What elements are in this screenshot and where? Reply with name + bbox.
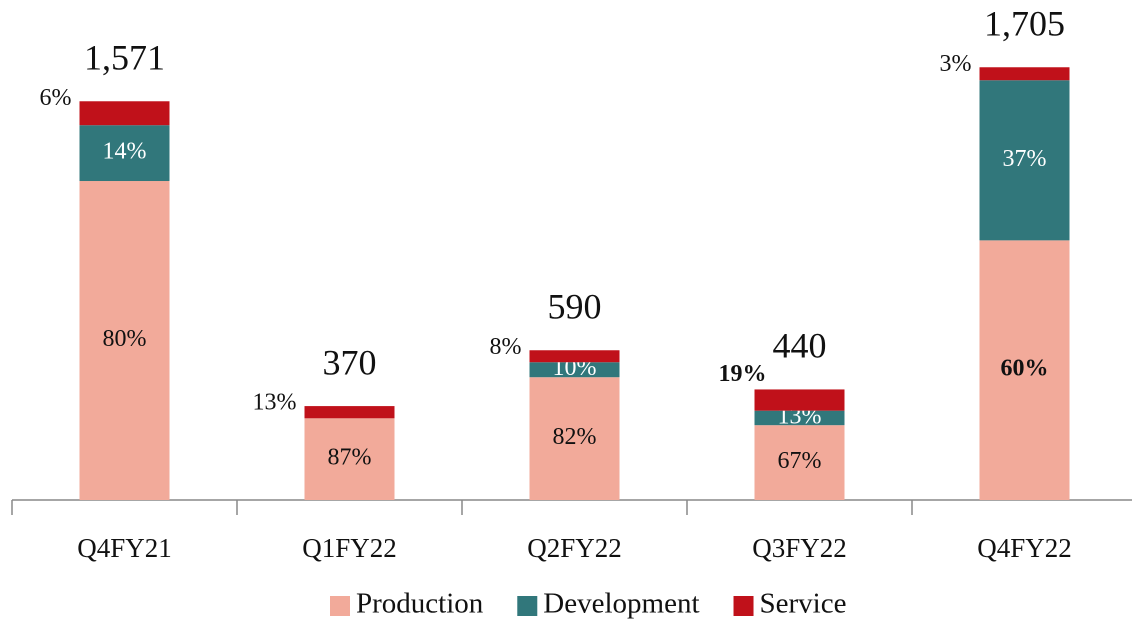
bar-segment	[304, 406, 395, 419]
segment-label: 13%	[253, 390, 297, 416]
legend-swatch	[517, 596, 538, 616]
total-label: 440	[773, 326, 827, 366]
total-label: 590	[548, 287, 602, 327]
bar-segment	[979, 67, 1070, 81]
bar-segment	[529, 377, 620, 500]
segment-label: 80%	[103, 326, 147, 352]
bar-segment	[304, 418, 395, 500]
segment-label: 8%	[490, 334, 522, 360]
bar-segment	[79, 101, 170, 126]
legend-swatch	[330, 596, 350, 616]
segment-label: 82%	[553, 424, 597, 450]
bar-segment	[79, 181, 170, 500]
x-tick-label: Q3FY22	[752, 533, 847, 563]
segment-label: 60%	[1001, 356, 1049, 382]
segment-label: 87%	[328, 445, 372, 471]
bar-segment	[754, 425, 845, 500]
bar-segment	[79, 125, 170, 182]
bar-segment	[529, 362, 620, 378]
legend-label: Service	[760, 588, 847, 620]
segment-label: 6%	[40, 85, 72, 111]
total-label: 370	[323, 342, 377, 382]
bar-segment	[754, 389, 845, 411]
legend-label: Development	[543, 588, 699, 620]
bar-segment	[754, 410, 845, 426]
bar-segment	[529, 350, 620, 363]
total-label: 1,571	[84, 38, 165, 78]
segment-label: 14%	[103, 139, 147, 165]
x-tick-label: Q1FY22	[302, 533, 397, 563]
segment-label: 37%	[1003, 146, 1047, 172]
legend-label: Production	[356, 588, 484, 620]
segment-label: 3%	[940, 51, 972, 77]
x-tick-label: Q4FY21	[77, 533, 172, 563]
total-label: 1,705	[984, 4, 1065, 44]
segment-label: 19%	[719, 361, 767, 387]
x-tick-label: Q4FY22	[977, 533, 1072, 563]
bar-segment	[979, 240, 1070, 500]
legend-swatch	[733, 596, 754, 616]
segment-label: 67%	[778, 448, 822, 474]
x-tick-label: Q2FY22	[527, 533, 622, 563]
bar-segment	[979, 80, 1070, 241]
